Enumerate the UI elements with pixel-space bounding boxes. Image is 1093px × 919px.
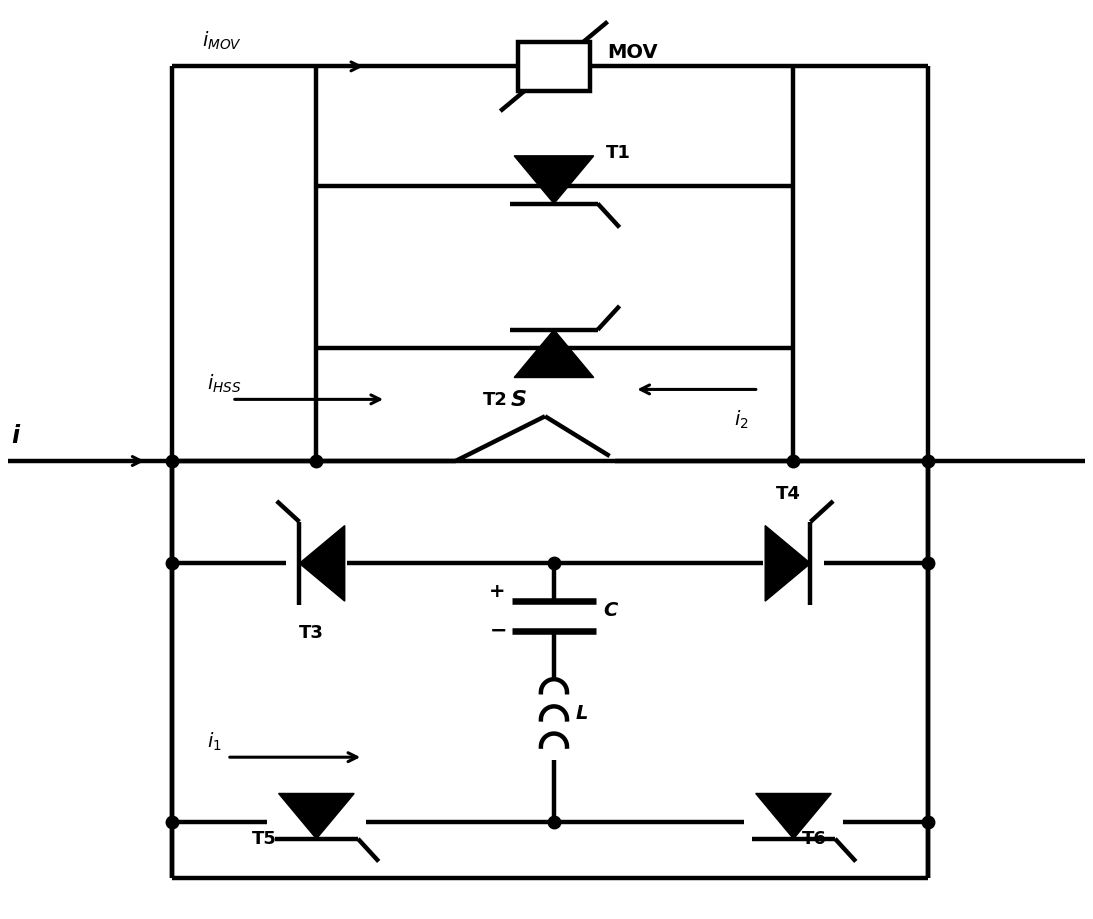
Text: +: + (490, 582, 506, 601)
Text: T2: T2 (482, 391, 507, 409)
Text: T3: T3 (298, 624, 324, 641)
Text: T5: T5 (251, 830, 277, 847)
Text: $i_{HSS}$: $i_{HSS}$ (207, 372, 242, 395)
Text: T1: T1 (606, 144, 631, 162)
Text: i: i (11, 424, 20, 448)
Polygon shape (279, 793, 354, 839)
Polygon shape (299, 526, 344, 601)
Polygon shape (755, 793, 832, 839)
Bar (518, 41, 590, 91)
Text: L: L (576, 705, 588, 723)
Text: S: S (510, 391, 526, 410)
Text: T6: T6 (801, 830, 826, 847)
Polygon shape (765, 526, 811, 601)
Text: C: C (603, 601, 618, 620)
Text: $i_2$: $i_2$ (733, 408, 749, 430)
Text: $i_1$: $i_1$ (207, 731, 222, 753)
Text: T4: T4 (776, 484, 800, 503)
Text: $i_{MOV}$: $i_{MOV}$ (202, 29, 243, 51)
Polygon shape (514, 156, 593, 203)
Polygon shape (514, 330, 593, 378)
Text: MOV: MOV (608, 43, 658, 62)
Text: −: − (490, 621, 507, 641)
